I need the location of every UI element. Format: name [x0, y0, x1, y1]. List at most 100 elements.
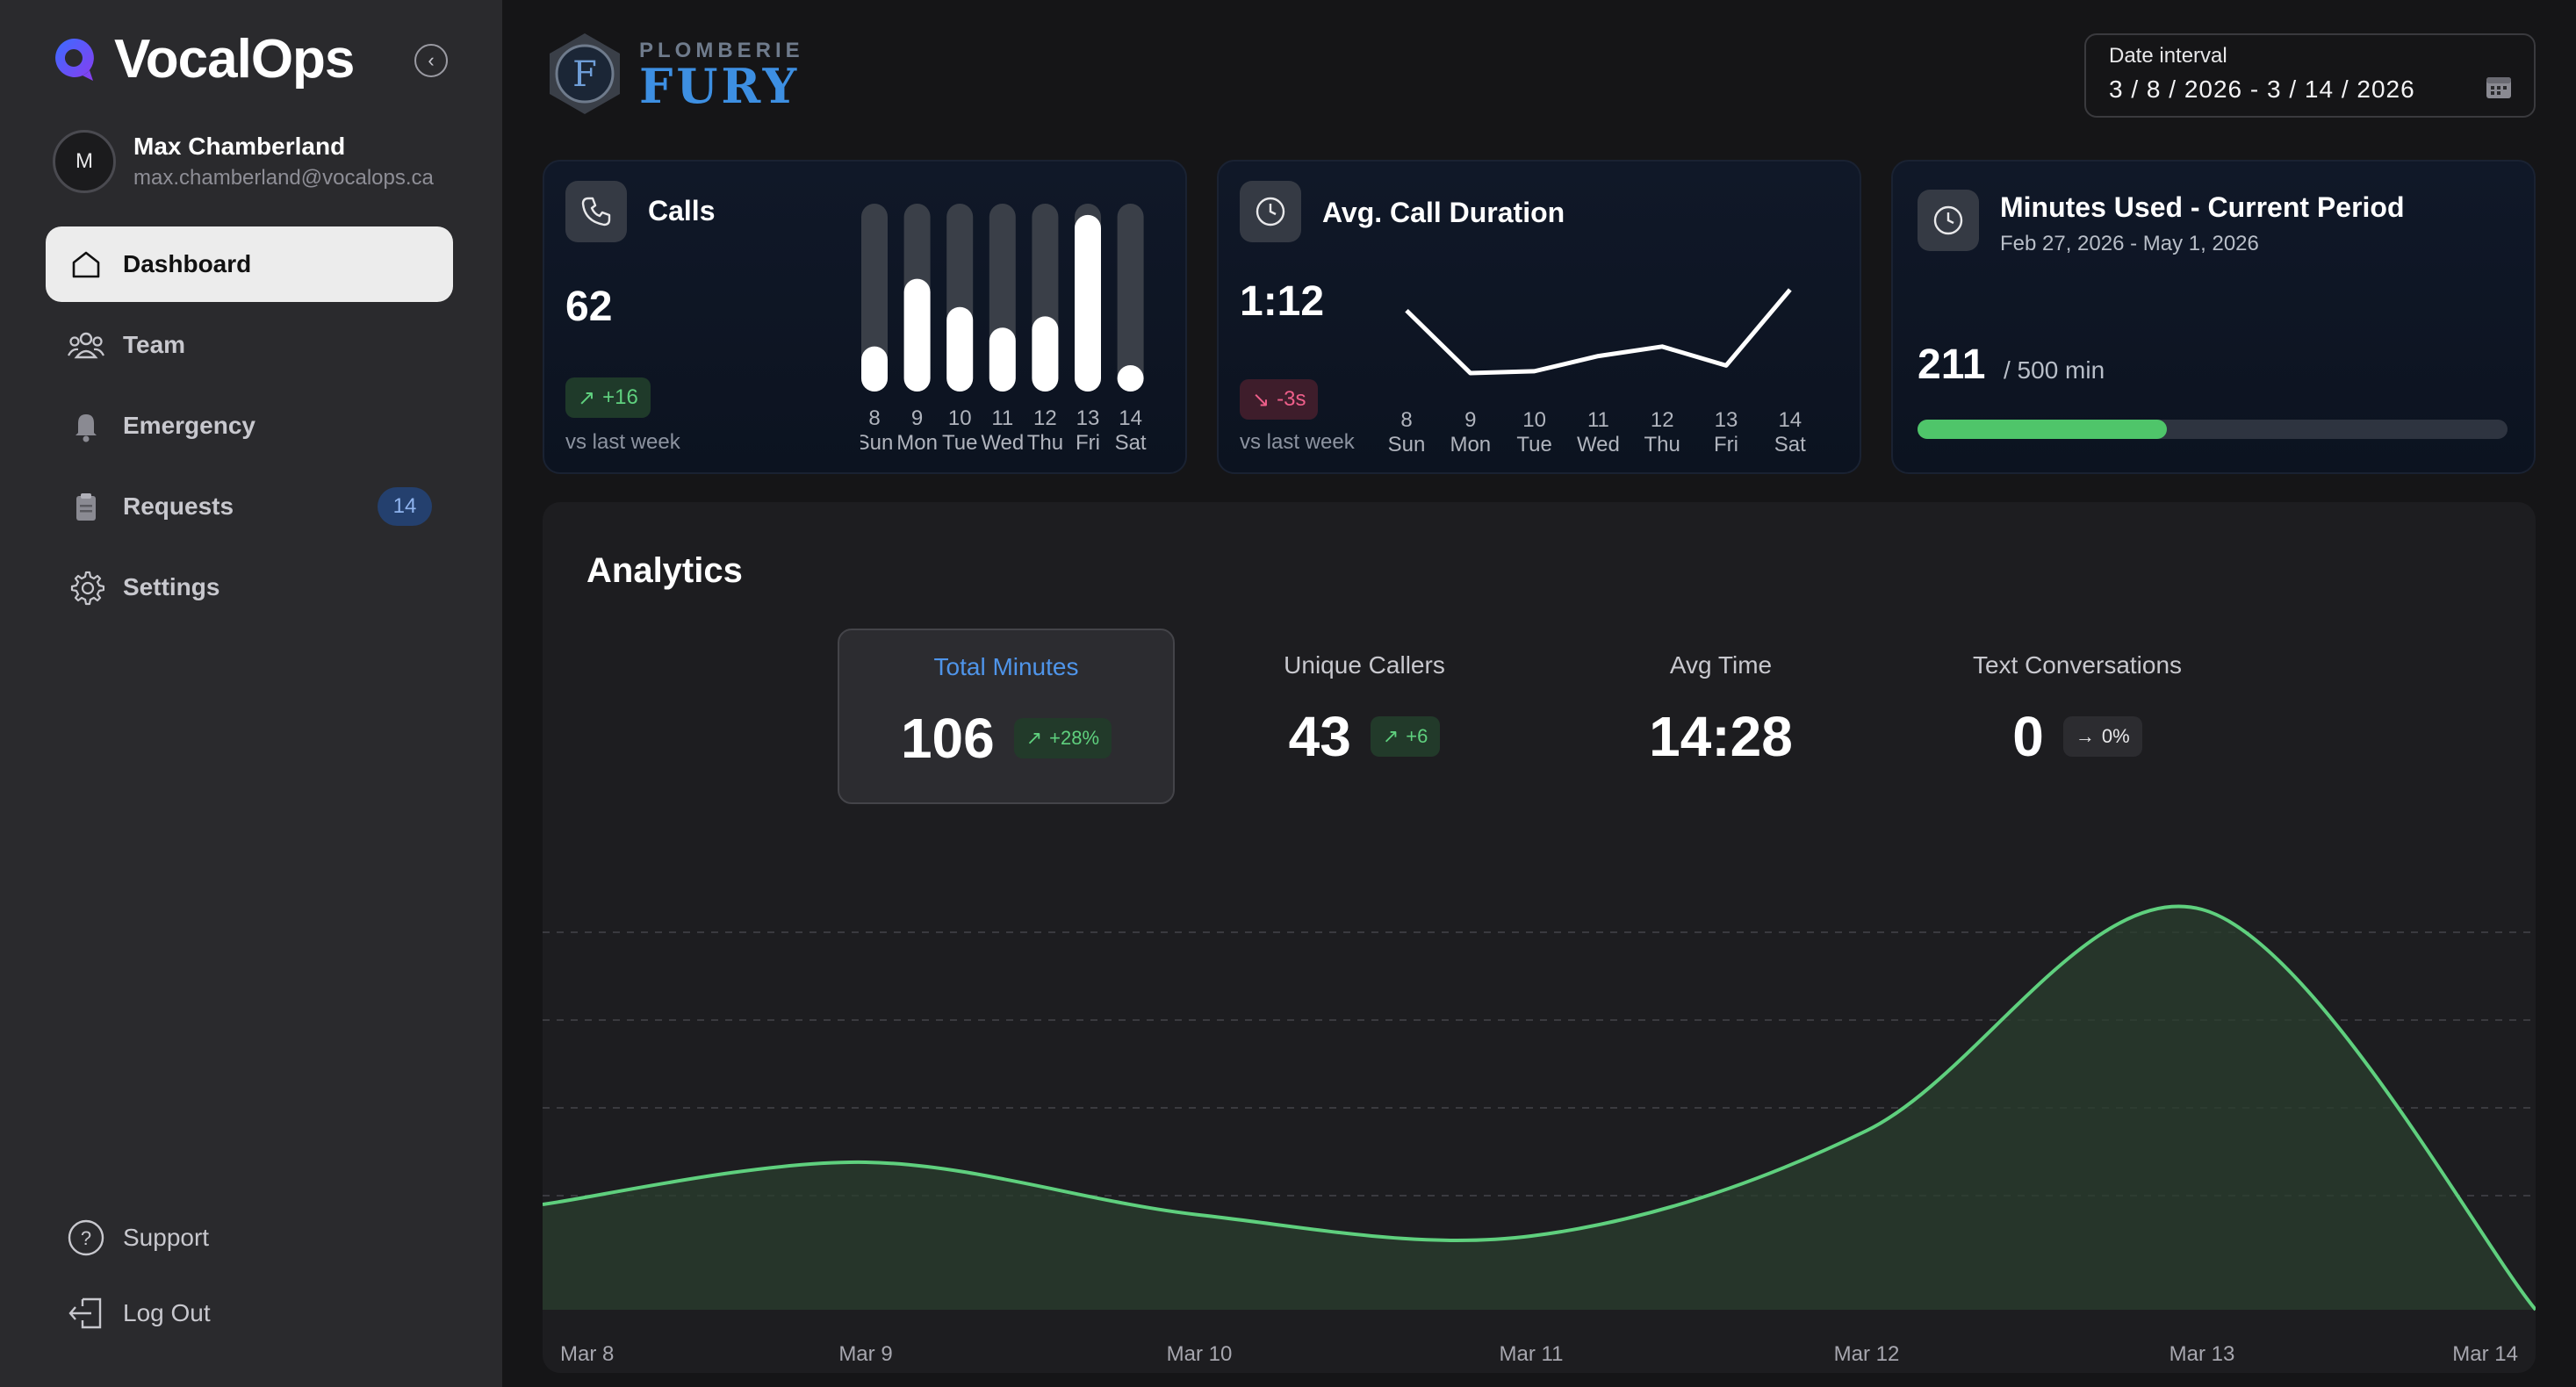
- metric-value: 43: [1288, 705, 1351, 768]
- sidebar-item-emergency[interactable]: Emergency: [46, 388, 453, 464]
- app-name: VocalOps: [114, 29, 355, 90]
- sidebar-item-settings[interactable]: Settings: [46, 550, 453, 625]
- metric-delta-badge: → 0%: [2062, 716, 2142, 757]
- bar: [861, 346, 888, 392]
- metric-text-conversations[interactable]: Text Conversations 0 → 0%: [1909, 629, 2246, 804]
- sidebar-item-team[interactable]: Team: [46, 307, 453, 383]
- company-name-small: PLOMBERIE: [639, 39, 804, 62]
- tick-label: 9: [911, 406, 923, 430]
- tick-label: Sun: [860, 431, 893, 455]
- user-profile[interactable]: M Max Chamberland max.chamberland@vocalo…: [53, 130, 434, 193]
- company-emblem-icon: F: [550, 33, 620, 114]
- metric-avg-time[interactable]: Avg Time 14:28: [1552, 629, 1889, 804]
- metric-label: Unique Callers: [1284, 651, 1445, 679]
- metric-label: Total Minutes: [933, 653, 1079, 680]
- collapse-sidebar-button[interactable]: ‹: [414, 44, 448, 77]
- date-interval-label: Date interval: [2109, 44, 2227, 68]
- clipboard-icon: [67, 487, 105, 526]
- sidebar-item-requests[interactable]: Requests 14: [46, 469, 453, 544]
- user-name: Max Chamberland: [133, 133, 346, 160]
- metric-delta: +6: [1406, 725, 1428, 747]
- metric-value: 14:28: [1649, 705, 1793, 768]
- minutes-area-chart: Mar 8 Mar 9 Mar 10 Mar 11 Mar 12 Mar 13 Mar 14: [543, 904, 2536, 1366]
- home-icon: [67, 245, 105, 284]
- minutes-unit: / 500 min: [2004, 356, 2105, 384]
- minutes-progress-bar: [1918, 420, 2508, 439]
- duration-title: Avg. Call Duration: [1322, 197, 1565, 228]
- metric-value: 106: [900, 707, 995, 770]
- minutes-value: 211: [1918, 341, 1986, 388]
- minutes-title: Minutes Used - Current Period: [2000, 191, 2405, 223]
- arrow-up-right-icon: ↗: [1382, 725, 1400, 747]
- sidebar-item-logout[interactable]: Log Out: [46, 1278, 453, 1348]
- x-tick-label: Mar 14: [2452, 1342, 2518, 1366]
- brand: VocalOps: [49, 28, 355, 90]
- sidebar-bottom-nav: ? Support Log Out: [46, 1203, 453, 1354]
- sidebar-item-label: Dashboard: [123, 250, 252, 277]
- tick-label: Fri: [1076, 431, 1100, 455]
- metric-delta: 0%: [2101, 725, 2130, 747]
- bell-icon: [67, 406, 105, 445]
- calls-card: Calls 62 ↗ +16 vs last week 8 Sun 9 Mon 10 Tu…: [543, 160, 1187, 474]
- calls-delta-badge: ↗ +16: [565, 377, 651, 418]
- arrow-up-right-icon: ↗: [578, 385, 596, 410]
- duration-delta-badge: ↘ -3s: [1240, 379, 1319, 420]
- bar: [989, 327, 1016, 392]
- avg-call-duration-card: Avg. Call Duration 1:12 ↘ -3s vs last we…: [1217, 160, 1861, 474]
- date-interval-value[interactable]: 3 / 8 / 2026 - 3 / 14 / 2026: [2109, 75, 2415, 103]
- sidebar-item-label: Log Out: [123, 1299, 211, 1326]
- tick-label: 10: [948, 406, 972, 430]
- bar: [903, 278, 931, 392]
- tick-label: 8: [1400, 408, 1412, 432]
- bar: [1075, 214, 1101, 392]
- sidebar-item-label: Support: [123, 1224, 210, 1251]
- metric-total-minutes[interactable]: Total Minutes 106 ↗ +28%: [838, 629, 1175, 804]
- sidebar-item-support[interactable]: ? Support: [46, 1203, 453, 1273]
- series-line: [1405, 288, 1792, 376]
- vocalops-logo-icon: [55, 38, 94, 81]
- clock-icon: [1240, 181, 1301, 242]
- tick-label: Fri: [1714, 433, 1738, 456]
- tick-label: Sun: [1388, 433, 1426, 456]
- analytics-title: Analytics: [586, 551, 743, 590]
- sidebar-item-label: Team: [123, 331, 186, 358]
- bar-track: [1117, 204, 1144, 392]
- duration-delta: -3s: [1277, 387, 1306, 411]
- tick-label: Thu: [1027, 431, 1063, 455]
- avatar: M: [53, 130, 116, 193]
- tick-label: 12: [1033, 406, 1057, 430]
- metric-label: Avg Time: [1669, 651, 1773, 679]
- company-name: FURY: [639, 58, 801, 114]
- arrow-up-right-icon: ↗: [1025, 727, 1043, 749]
- tick-label: 8: [868, 406, 880, 430]
- calls-title: Calls: [648, 195, 716, 226]
- tick-label: 12: [1651, 408, 1674, 432]
- tick-label: 11: [991, 406, 1013, 430]
- sidebar-item-dashboard[interactable]: Dashboard: [46, 226, 453, 302]
- tick-label: 10: [1522, 408, 1546, 432]
- tick-label: Mon: [896, 431, 938, 455]
- chevron-left-icon: ‹: [428, 49, 435, 71]
- sidebar-nav: Dashboard Team Emergency Requests 14 S: [46, 226, 453, 630]
- duration-value: 1:12: [1240, 278, 1325, 325]
- minutes-period: Feb 27, 2026 - May 1, 2026: [2000, 232, 2259, 255]
- metric-label: Text Conversations: [1972, 651, 2183, 679]
- tick-label: 13: [1076, 406, 1100, 430]
- calls-delta: +16: [602, 385, 638, 409]
- metric-delta: +28%: [1049, 727, 1100, 749]
- tick-label: Wed: [981, 431, 1024, 455]
- tick-label: 11: [1587, 408, 1609, 432]
- date-interval-picker[interactable]: Date interval 3 / 8 / 2026 - 3 / 14 / 20…: [2084, 33, 2536, 118]
- calls-sub: vs last week: [565, 430, 680, 454]
- tick-label: Sat: [1774, 433, 1806, 456]
- tick-label: Mon: [1450, 433, 1491, 456]
- metric-delta-badge: ↗ +28%: [1013, 718, 1112, 758]
- series-line: [543, 904, 2536, 1312]
- bar: [946, 306, 974, 392]
- tick-label: 9: [1464, 408, 1476, 432]
- calendar-icon[interactable]: [2485, 74, 2513, 100]
- tick-label: Sat: [1115, 431, 1147, 455]
- metric-unique-callers[interactable]: Unique Callers 43 ↗ +6: [1196, 629, 1533, 804]
